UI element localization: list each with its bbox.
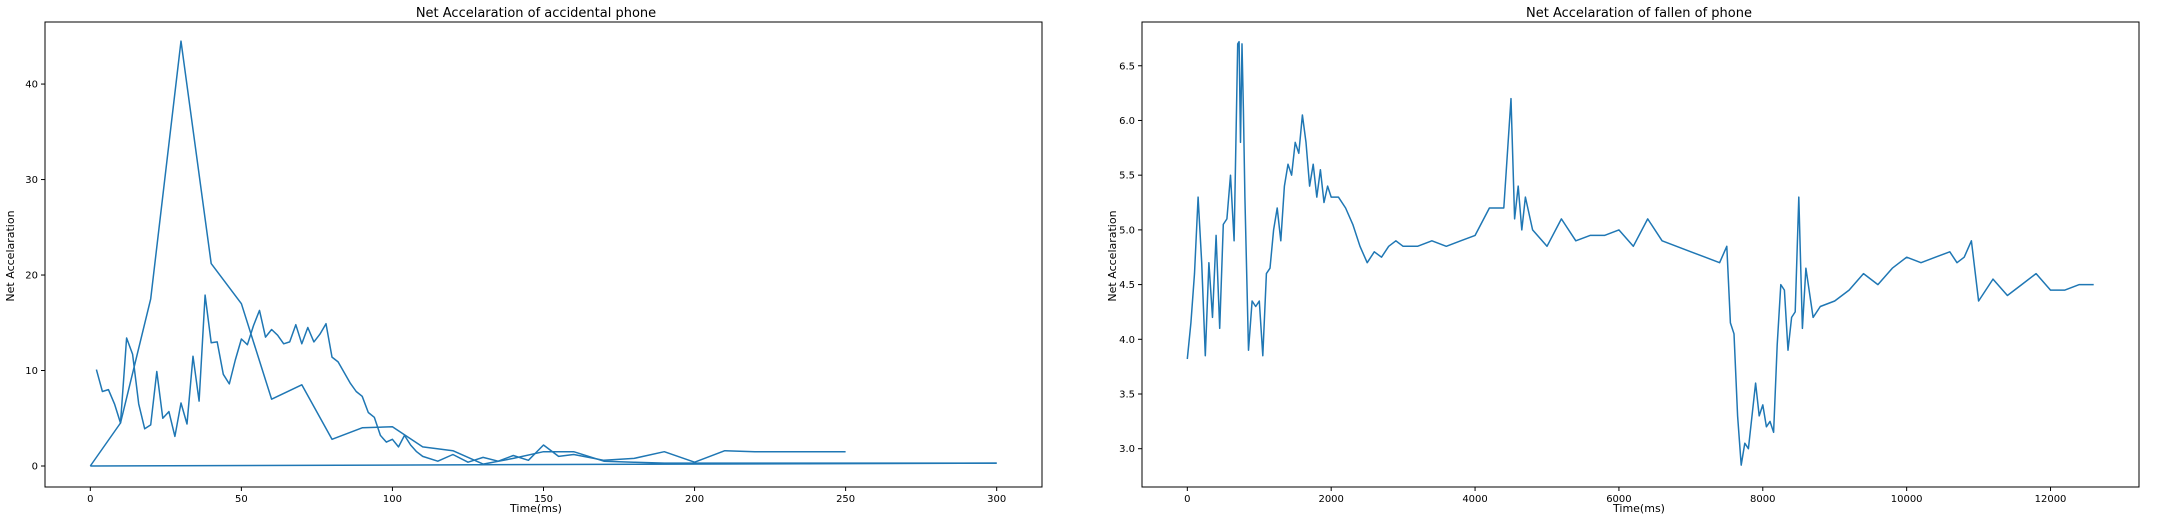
x-tick-label: 0 <box>1184 494 1190 505</box>
series-line-2 <box>89 40 997 467</box>
series-line-3 <box>90 462 997 467</box>
y-tick-label: 6.0 <box>1119 116 1135 127</box>
right-chart-ticks: 0 2000 4000 6000 8000 10000 12000 3.0 3.5 4.0 4.5 5… <box>1119 61 2066 505</box>
y-tick-label: 5.0 <box>1119 225 1135 236</box>
y-tick-label: 4.5 <box>1119 280 1135 291</box>
x-tick-label: 50 <box>235 494 248 505</box>
y-tick-label: 3.0 <box>1119 444 1135 455</box>
x-tick-label: 2000 <box>1318 494 1343 505</box>
x-tick-label: 150 <box>534 494 553 505</box>
y-tick-label: 20 <box>25 271 38 282</box>
x-tick-label: 8000 <box>1750 494 1775 505</box>
y-tick-label: 30 <box>25 175 38 186</box>
left-chart: Net Accelaration of accidental phone Tim… <box>4 6 1043 515</box>
x-tick-label: 100 <box>383 494 402 505</box>
series-line-1 <box>95 294 846 463</box>
left-chart-ticks: 0 50 100 150 200 250 300 0 10 20 30 40 <box>25 80 1006 505</box>
left-chart-title: Net Accelaration of accidental phone <box>416 6 656 21</box>
y-tick-label: 10 <box>25 366 38 377</box>
y-tick-label: 3.5 <box>1119 390 1135 401</box>
x-tick-label: 0 <box>87 494 93 505</box>
right-chart-ylabel: Net Accelaration <box>1106 210 1119 301</box>
left-chart-frame <box>44 21 1043 488</box>
right-chart-xlabel: Time(ms) <box>1612 502 1665 515</box>
right-chart-title: Net Accelaration of fallen of phone <box>1526 6 1752 21</box>
x-tick-label: 300 <box>987 494 1006 505</box>
right-chart-series <box>1186 40 2094 466</box>
x-tick-label: 250 <box>836 494 855 505</box>
right-chart-frame <box>1141 21 2140 488</box>
x-tick-label: 12000 <box>2035 494 2067 505</box>
left-chart-series <box>89 40 997 467</box>
left-chart-ylabel: Net Accelaration <box>4 210 17 301</box>
series-line-1 <box>1186 40 2094 466</box>
y-tick-label: 6.5 <box>1119 61 1135 72</box>
y-tick-label: 4.0 <box>1119 335 1135 346</box>
left-chart-xlabel: Time(ms) <box>509 502 562 515</box>
y-tick-label: 40 <box>25 80 38 91</box>
x-tick-label: 200 <box>685 494 704 505</box>
x-tick-label: 10000 <box>1891 494 1923 505</box>
x-tick-label: 4000 <box>1462 494 1487 505</box>
y-tick-label: 5.5 <box>1119 171 1135 182</box>
y-tick-label: 0 <box>32 461 38 472</box>
x-tick-label: 6000 <box>1606 494 1631 505</box>
right-chart: Net Accelaration of fallen of phone Time… <box>1106 6 2140 515</box>
